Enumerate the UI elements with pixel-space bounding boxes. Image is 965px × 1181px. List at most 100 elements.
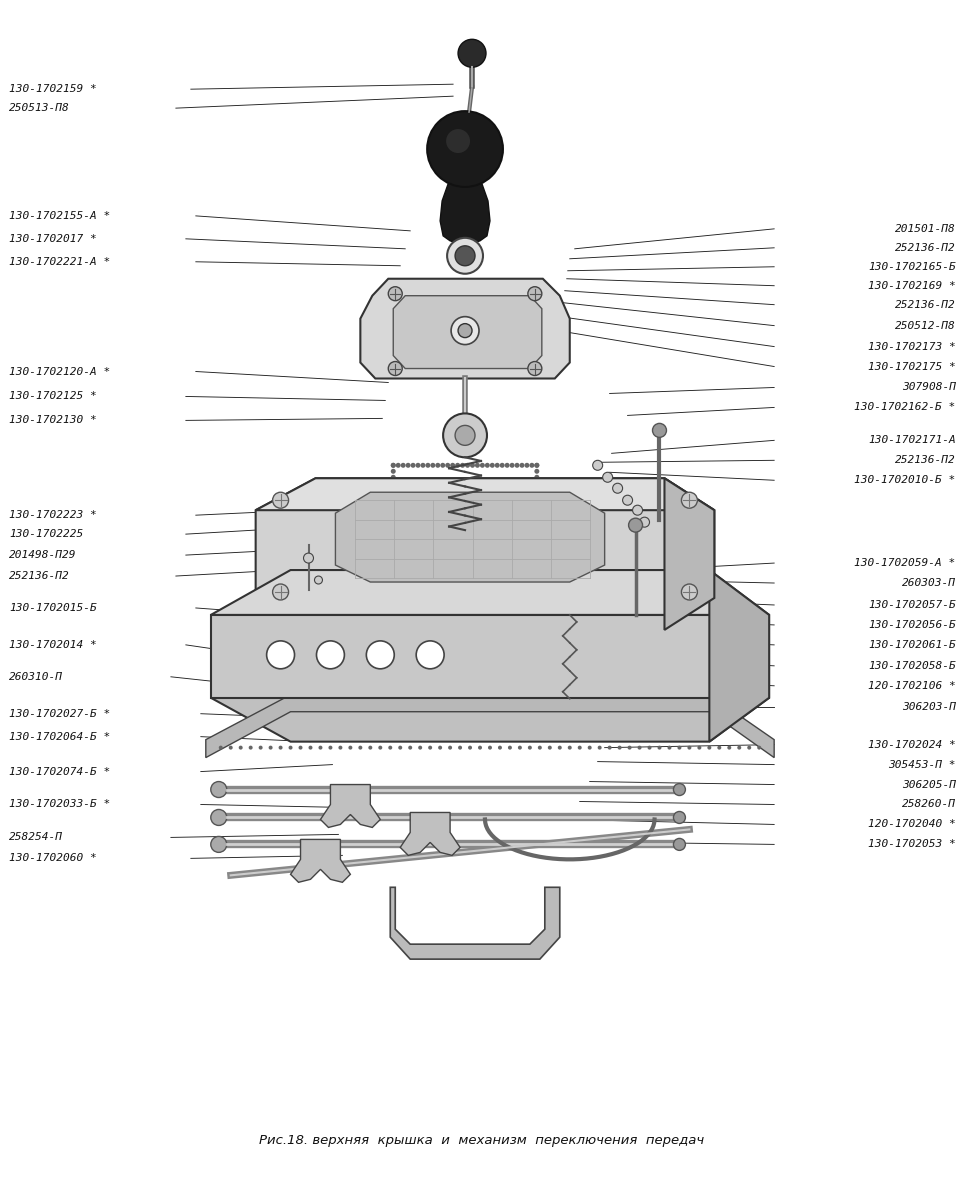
Circle shape [674,839,685,850]
Circle shape [440,463,445,468]
Circle shape [535,529,539,534]
Polygon shape [336,492,605,582]
Circle shape [510,553,514,557]
Text: 130-1702130 *: 130-1702130 * [10,416,97,425]
Circle shape [421,553,426,557]
Text: 130-1702225: 130-1702225 [10,529,84,540]
Circle shape [391,547,396,552]
Circle shape [465,553,470,557]
Circle shape [451,317,479,345]
Circle shape [668,745,672,750]
Circle shape [488,745,492,750]
Circle shape [490,463,495,468]
Circle shape [535,475,539,479]
Circle shape [514,553,519,557]
Circle shape [640,517,649,527]
Circle shape [458,745,462,750]
Circle shape [538,745,541,750]
Circle shape [435,553,440,557]
Circle shape [681,585,698,600]
Circle shape [427,111,503,187]
Circle shape [548,745,552,750]
Circle shape [210,782,227,797]
Circle shape [388,745,392,750]
Circle shape [535,553,539,557]
Polygon shape [394,295,541,368]
Text: 258260-П: 258260-П [901,800,955,809]
Circle shape [451,463,455,468]
Circle shape [451,553,455,557]
Circle shape [480,553,484,557]
Circle shape [535,547,539,552]
Circle shape [445,463,451,468]
Circle shape [426,463,430,468]
Circle shape [391,523,396,528]
Text: 130-1702058-Б: 130-1702058-Б [868,661,955,671]
Circle shape [446,129,470,154]
Polygon shape [390,887,560,959]
Text: 130-1702159 *: 130-1702159 * [10,84,97,94]
Text: 130-1702015-Б: 130-1702015-Б [10,603,97,613]
Circle shape [428,745,432,750]
Circle shape [500,553,505,557]
Circle shape [535,504,539,510]
Circle shape [687,745,691,750]
Text: 130-1702061-Б: 130-1702061-Б [868,640,955,650]
Circle shape [535,463,539,468]
Circle shape [458,324,472,338]
Circle shape [399,745,402,750]
Circle shape [315,576,322,585]
Circle shape [728,745,731,750]
Circle shape [391,529,396,534]
Circle shape [470,553,475,557]
Circle shape [535,523,539,528]
Circle shape [633,505,643,515]
Polygon shape [709,570,769,742]
Circle shape [510,463,514,468]
Circle shape [408,745,412,750]
Circle shape [367,641,395,668]
Circle shape [416,553,421,557]
Text: 252136-П2: 252136-П2 [895,300,955,309]
Text: 130-1702053 *: 130-1702053 * [868,840,955,849]
Circle shape [430,553,435,557]
Circle shape [519,463,525,468]
Text: 130-1702165-Б: 130-1702165-Б [868,262,955,272]
Text: 307908-П: 307908-П [901,383,955,392]
Text: 260310-П: 260310-П [10,672,64,681]
Text: 130-1702125 *: 130-1702125 * [10,391,97,402]
Circle shape [396,463,400,468]
Circle shape [391,510,396,516]
Circle shape [597,745,601,750]
Circle shape [535,481,539,485]
Circle shape [238,745,242,750]
Circle shape [391,492,396,497]
Circle shape [514,463,519,468]
Circle shape [618,745,621,750]
Text: 130-1702120-А *: 130-1702120-А * [10,366,111,377]
Polygon shape [360,279,569,378]
Circle shape [405,463,410,468]
Circle shape [318,745,322,750]
Circle shape [421,463,426,468]
Circle shape [484,553,490,557]
Circle shape [348,745,352,750]
Text: 250512-П8: 250512-П8 [895,320,955,331]
Circle shape [458,39,486,67]
Text: 130-1702221-А *: 130-1702221-А * [10,256,111,267]
Text: 305453-П *: 305453-П * [888,759,955,770]
Circle shape [455,553,460,557]
Text: 260303-П: 260303-П [901,578,955,588]
Circle shape [438,745,442,750]
Text: 130-1702169 *: 130-1702169 * [868,281,955,291]
Circle shape [388,361,402,376]
Polygon shape [210,570,769,615]
Circle shape [535,492,539,497]
Circle shape [495,463,500,468]
Circle shape [652,424,667,437]
Polygon shape [256,478,714,510]
Circle shape [657,745,661,750]
Circle shape [460,463,465,468]
Polygon shape [210,698,769,742]
Text: 130-1702033-Б *: 130-1702033-Б * [10,800,111,809]
